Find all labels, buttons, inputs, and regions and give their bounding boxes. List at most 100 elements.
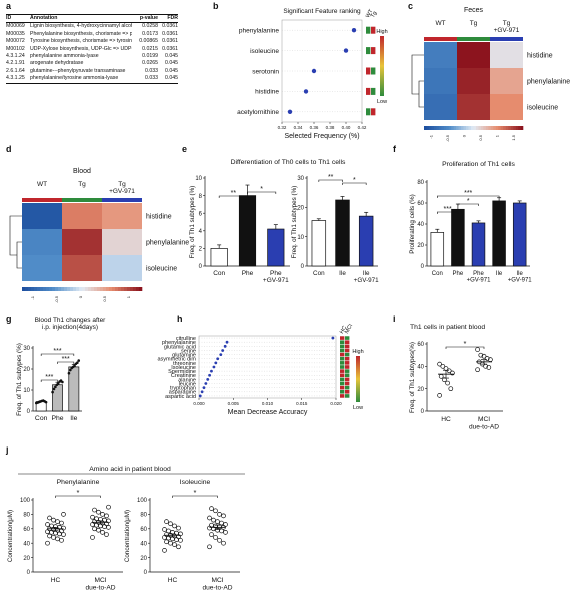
colorbar-step: [127, 287, 131, 291]
data-point: [162, 548, 167, 553]
y-axis-label: Proliferating cells (%): [409, 194, 416, 254]
panel-letter-e: e: [182, 144, 187, 154]
data-point: [166, 528, 171, 534]
table-cell-pvalue: 0.033: [145, 67, 158, 74]
category-label: histidine: [255, 89, 279, 96]
category-label: asparagine: [169, 390, 196, 396]
panel-letter-j: j: [5, 445, 9, 455]
category-label: MCI due-to-AD: [202, 577, 232, 591]
side-color-cell: [345, 377, 350, 382]
category-label: MCI due-to-AD: [85, 577, 115, 591]
category-label-line: MCI: [94, 577, 106, 584]
category-label: Ile: [70, 415, 77, 422]
data-point: [162, 527, 167, 532]
side-color-cell: [340, 352, 345, 357]
significance-bracket: [57, 361, 75, 364]
data-point: [446, 368, 452, 374]
table-row: 4.2.1.91 arogenate dehydratase 0.0265 0.…: [6, 60, 178, 67]
row-label: histidine: [527, 53, 553, 60]
significance-label: ***: [53, 348, 61, 355]
colorbar-step: [94, 287, 98, 291]
y-tick-label: 0: [421, 409, 425, 415]
table-cell-fdr: 0.0361: [162, 23, 178, 30]
data-point: [104, 532, 109, 537]
colorbar-step: [483, 126, 487, 130]
colorbar-step: [426, 126, 430, 130]
column-label: Tg +GV-971: [109, 181, 135, 195]
table-cell-id: M00069: [6, 23, 25, 30]
bar: [311, 220, 327, 267]
colorbar-step: [115, 287, 119, 291]
data-point: [59, 537, 64, 543]
significance-bracket: [247, 191, 277, 194]
data-point: [47, 515, 52, 521]
data-point: [486, 365, 492, 370]
data-point: [221, 349, 225, 352]
data-point: [200, 390, 204, 394]
colorbar-tick-label: 1: [494, 134, 499, 137]
table-cell-pvalue: 0.0265: [142, 60, 158, 67]
bar: [451, 208, 465, 267]
panel-letter-f: f: [393, 144, 397, 154]
figure-j-title: Amino acid in patient blood: [89, 466, 171, 473]
y-axis-label: Freq. of Th1 subtypes (%): [189, 186, 196, 259]
colorbar-step: [37, 287, 41, 291]
category-label: HC: [51, 577, 61, 584]
side-color-cell: [345, 336, 350, 340]
side-color-cell: [340, 385, 345, 390]
data-point: [216, 357, 220, 361]
colorbar-step: [133, 287, 137, 291]
table-cell-fdr: 0.0361: [162, 38, 178, 45]
table-cell-id: 4.3.1.24: [6, 52, 25, 59]
column-label-line: Tg: [118, 181, 126, 188]
data-point: [106, 504, 111, 510]
column-label-line: +GV-971: [109, 188, 135, 195]
significance-bracket: [457, 203, 479, 206]
category-label: Con: [35, 415, 48, 422]
side-color-cell: [340, 394, 345, 398]
bar: [238, 195, 257, 267]
colorbar-step: [478, 126, 482, 130]
side-color-cell: [366, 67, 371, 75]
heatmap-cell: [490, 42, 523, 68]
category-label: isoleucine: [250, 48, 279, 55]
row-label: histidine: [146, 214, 172, 221]
side-color-cell: [340, 390, 345, 394]
side-column-label: HC: [339, 325, 348, 335]
significance-bracket: [318, 179, 343, 182]
bar: [68, 366, 80, 412]
data-point: [475, 367, 480, 373]
category-label-line: due-to-AD: [469, 423, 499, 430]
bar: [210, 248, 228, 267]
row-dendrogram: [9, 215, 22, 269]
table-cell-fdr: 0.0361: [162, 30, 178, 37]
heatmap-cell: [424, 94, 457, 120]
table-cell-id: 4.3.1.25: [6, 75, 25, 82]
data-point: [225, 340, 229, 344]
data-point: [45, 522, 50, 527]
column-label: Tg: [470, 20, 478, 27]
y-tick-label: 0: [144, 570, 148, 576]
chart-title: Blood: [73, 168, 91, 175]
significance-label: ***: [62, 356, 70, 363]
data-point: [61, 512, 66, 517]
y-tick-label: 20: [140, 556, 147, 562]
colorbar-tick-label: 0.5: [102, 295, 107, 301]
colorbar-step: [85, 287, 89, 291]
significance-label: ***: [464, 190, 472, 197]
colorbar-step: [55, 287, 59, 291]
data-point: [215, 519, 220, 524]
table-cell-fdr: 0.045: [165, 60, 178, 67]
category-label: Con: [313, 270, 325, 277]
row-dendrogram: [411, 54, 424, 108]
colorbar-step: [458, 126, 462, 130]
table-cell-fdr: 0.045: [165, 75, 178, 82]
row-label: phenylalanine: [527, 79, 570, 86]
side-column-label: WT: [365, 8, 375, 19]
column-group-bar: [457, 37, 490, 41]
colorbar-step: [109, 287, 113, 291]
panel-j-amino-acid-dotplots: Amino acid in patient blood Phenylalanine…: [7, 466, 245, 591]
column-label: WT: [37, 181, 47, 188]
